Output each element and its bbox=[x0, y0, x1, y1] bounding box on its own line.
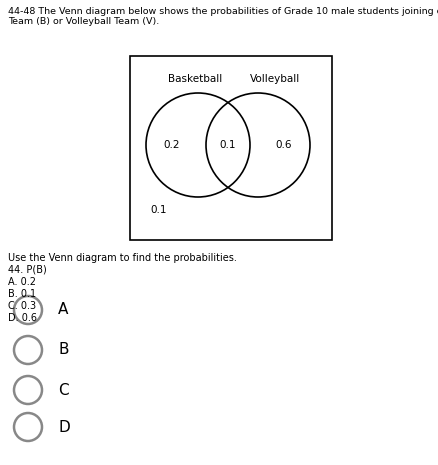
Text: 44-48 The Venn diagram below shows the probabilities of Grade 10 male students j: 44-48 The Venn diagram below shows the p… bbox=[8, 7, 438, 16]
Text: 44. P(B): 44. P(B) bbox=[8, 265, 47, 275]
Text: 0.1: 0.1 bbox=[150, 205, 166, 215]
Text: B: B bbox=[58, 343, 68, 358]
Text: 0.1: 0.1 bbox=[220, 140, 236, 150]
Bar bbox=[130, 56, 332, 240]
Text: A. 0.2: A. 0.2 bbox=[8, 277, 36, 287]
Text: 0.2: 0.2 bbox=[164, 140, 180, 150]
Text: Basketball: Basketball bbox=[168, 74, 222, 84]
Text: Use the Venn diagram to find the probabilities.: Use the Venn diagram to find the probabi… bbox=[8, 253, 237, 263]
Text: C. 0.3: C. 0.3 bbox=[8, 301, 36, 311]
Text: Team (B) or Volleyball Team (V).: Team (B) or Volleyball Team (V). bbox=[8, 17, 159, 26]
Text: C: C bbox=[58, 383, 69, 398]
Text: A: A bbox=[58, 303, 68, 318]
Text: D: D bbox=[58, 419, 70, 434]
Text: D. 0.6: D. 0.6 bbox=[8, 313, 37, 323]
Text: Volleyball: Volleyball bbox=[250, 74, 300, 84]
Text: 0.6: 0.6 bbox=[276, 140, 292, 150]
Text: B. 0.1: B. 0.1 bbox=[8, 289, 36, 299]
